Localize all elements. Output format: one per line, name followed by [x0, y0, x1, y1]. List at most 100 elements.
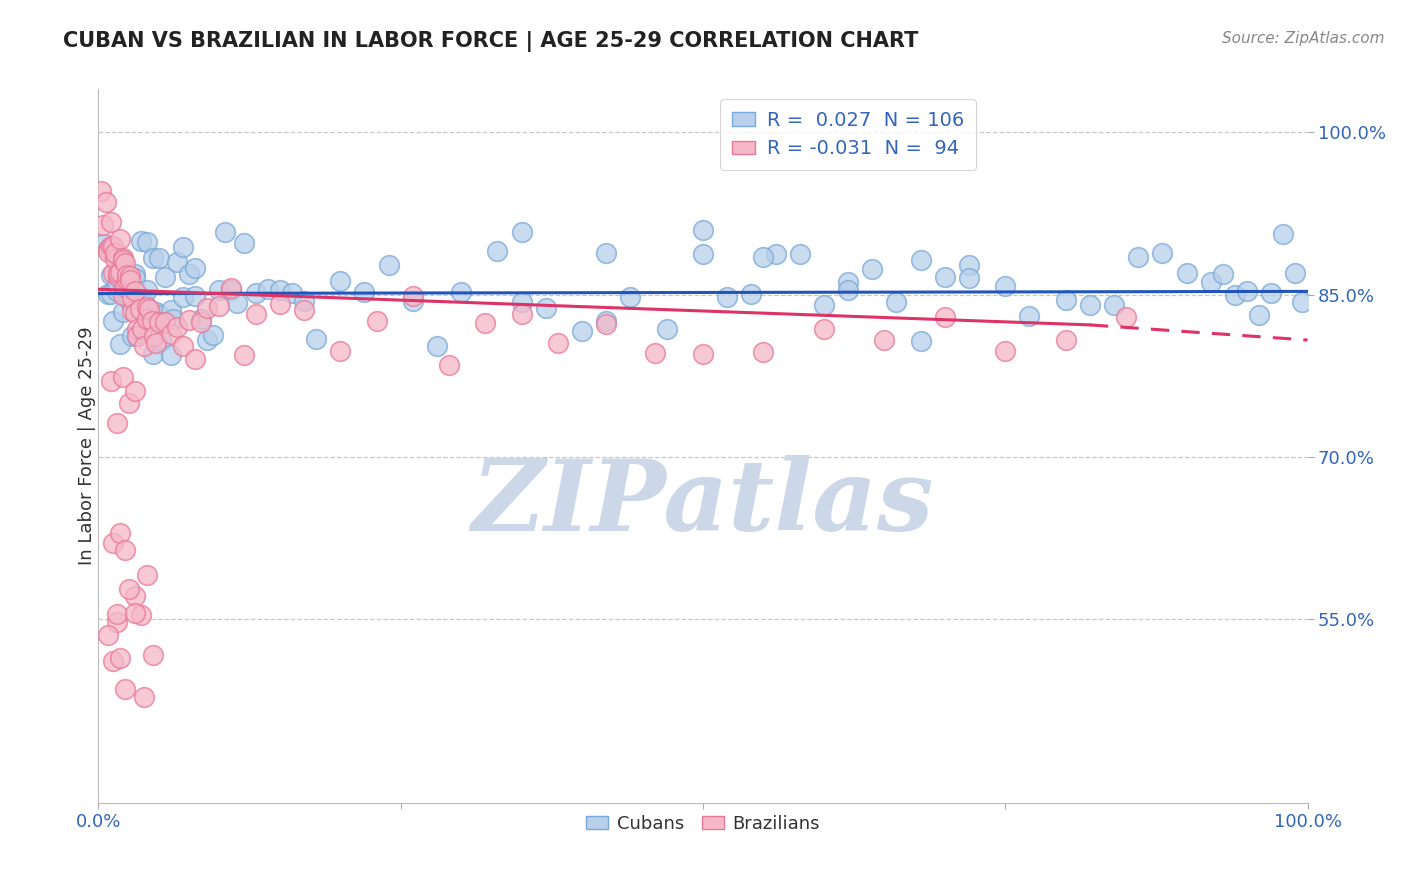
Point	[655, 321, 678, 335]
Point	[1102, 298, 1125, 312]
Point	[184, 261, 207, 276]
Point	[402, 294, 425, 309]
Point	[117, 268, 139, 282]
Point	[179, 313, 201, 327]
Point	[486, 244, 509, 258]
Point	[1115, 310, 1137, 324]
Point	[934, 269, 956, 284]
Point	[108, 525, 131, 540]
Point	[104, 246, 127, 260]
Point	[910, 252, 932, 267]
Point	[1260, 285, 1282, 300]
Point	[100, 238, 122, 252]
Point	[107, 268, 129, 283]
Point	[101, 239, 124, 253]
Point	[994, 343, 1017, 358]
Point	[100, 374, 122, 388]
Point	[111, 288, 134, 302]
Point	[105, 615, 128, 629]
Point	[450, 285, 472, 299]
Point	[813, 298, 835, 312]
Point	[121, 292, 143, 306]
Point	[510, 294, 533, 309]
Point	[138, 302, 160, 317]
Point	[172, 240, 194, 254]
Point	[162, 311, 184, 326]
Point	[105, 277, 128, 291]
Point	[97, 287, 120, 301]
Point	[127, 328, 149, 343]
Point	[135, 312, 157, 326]
Point	[111, 252, 134, 266]
Point	[124, 284, 146, 298]
Text: CUBAN VS BRAZILIAN IN LABOR FORCE | AGE 25-29 CORRELATION CHART: CUBAN VS BRAZILIAN IN LABOR FORCE | AGE …	[63, 31, 918, 53]
Point	[101, 536, 124, 550]
Point	[179, 267, 201, 281]
Point	[101, 266, 124, 280]
Point	[208, 283, 231, 297]
Point	[107, 266, 129, 280]
Point	[108, 232, 131, 246]
Point	[118, 268, 141, 283]
Point	[692, 347, 714, 361]
Point	[692, 223, 714, 237]
Point	[1078, 298, 1101, 312]
Point	[111, 253, 134, 268]
Point	[101, 654, 124, 668]
Point	[118, 582, 141, 596]
Point	[184, 289, 207, 303]
Point	[111, 369, 134, 384]
Point	[97, 244, 120, 259]
Point	[148, 251, 170, 265]
Point	[1054, 293, 1077, 307]
Point	[329, 343, 352, 358]
Point	[124, 607, 146, 621]
Point	[100, 215, 122, 229]
Point	[114, 284, 136, 298]
Point	[195, 333, 218, 347]
Point	[619, 290, 641, 304]
Point	[402, 289, 425, 303]
Point	[97, 628, 120, 642]
Point	[813, 322, 835, 336]
Point	[172, 339, 194, 353]
Point	[232, 235, 254, 250]
Point	[108, 265, 131, 279]
Point	[329, 274, 352, 288]
Point	[765, 246, 787, 260]
Point	[221, 283, 243, 297]
Point	[160, 303, 183, 318]
Point	[437, 358, 460, 372]
Point	[873, 333, 896, 347]
Point	[114, 682, 136, 697]
Point	[129, 290, 152, 304]
Point	[142, 347, 165, 361]
Point	[245, 285, 267, 300]
Point	[93, 236, 115, 251]
Point	[105, 416, 128, 430]
Point	[135, 568, 157, 582]
Point	[269, 283, 291, 297]
Point	[837, 284, 859, 298]
Point	[134, 338, 156, 352]
Point	[571, 324, 593, 338]
Point	[860, 262, 883, 277]
Point	[1199, 275, 1222, 289]
Point	[118, 293, 141, 307]
Point	[97, 243, 120, 257]
Point	[135, 284, 157, 298]
Point	[886, 295, 908, 310]
Point	[245, 308, 267, 322]
Point	[269, 296, 291, 310]
Y-axis label: In Labor Force | Age 25-29: In Labor Force | Age 25-29	[79, 326, 96, 566]
Point	[129, 608, 152, 623]
Point	[148, 315, 170, 329]
Point	[1018, 310, 1040, 324]
Point	[127, 329, 149, 343]
Point	[305, 332, 328, 346]
Point	[184, 351, 207, 366]
Point	[135, 235, 157, 249]
Point	[1212, 267, 1234, 281]
Point	[108, 337, 131, 351]
Point	[124, 271, 146, 285]
